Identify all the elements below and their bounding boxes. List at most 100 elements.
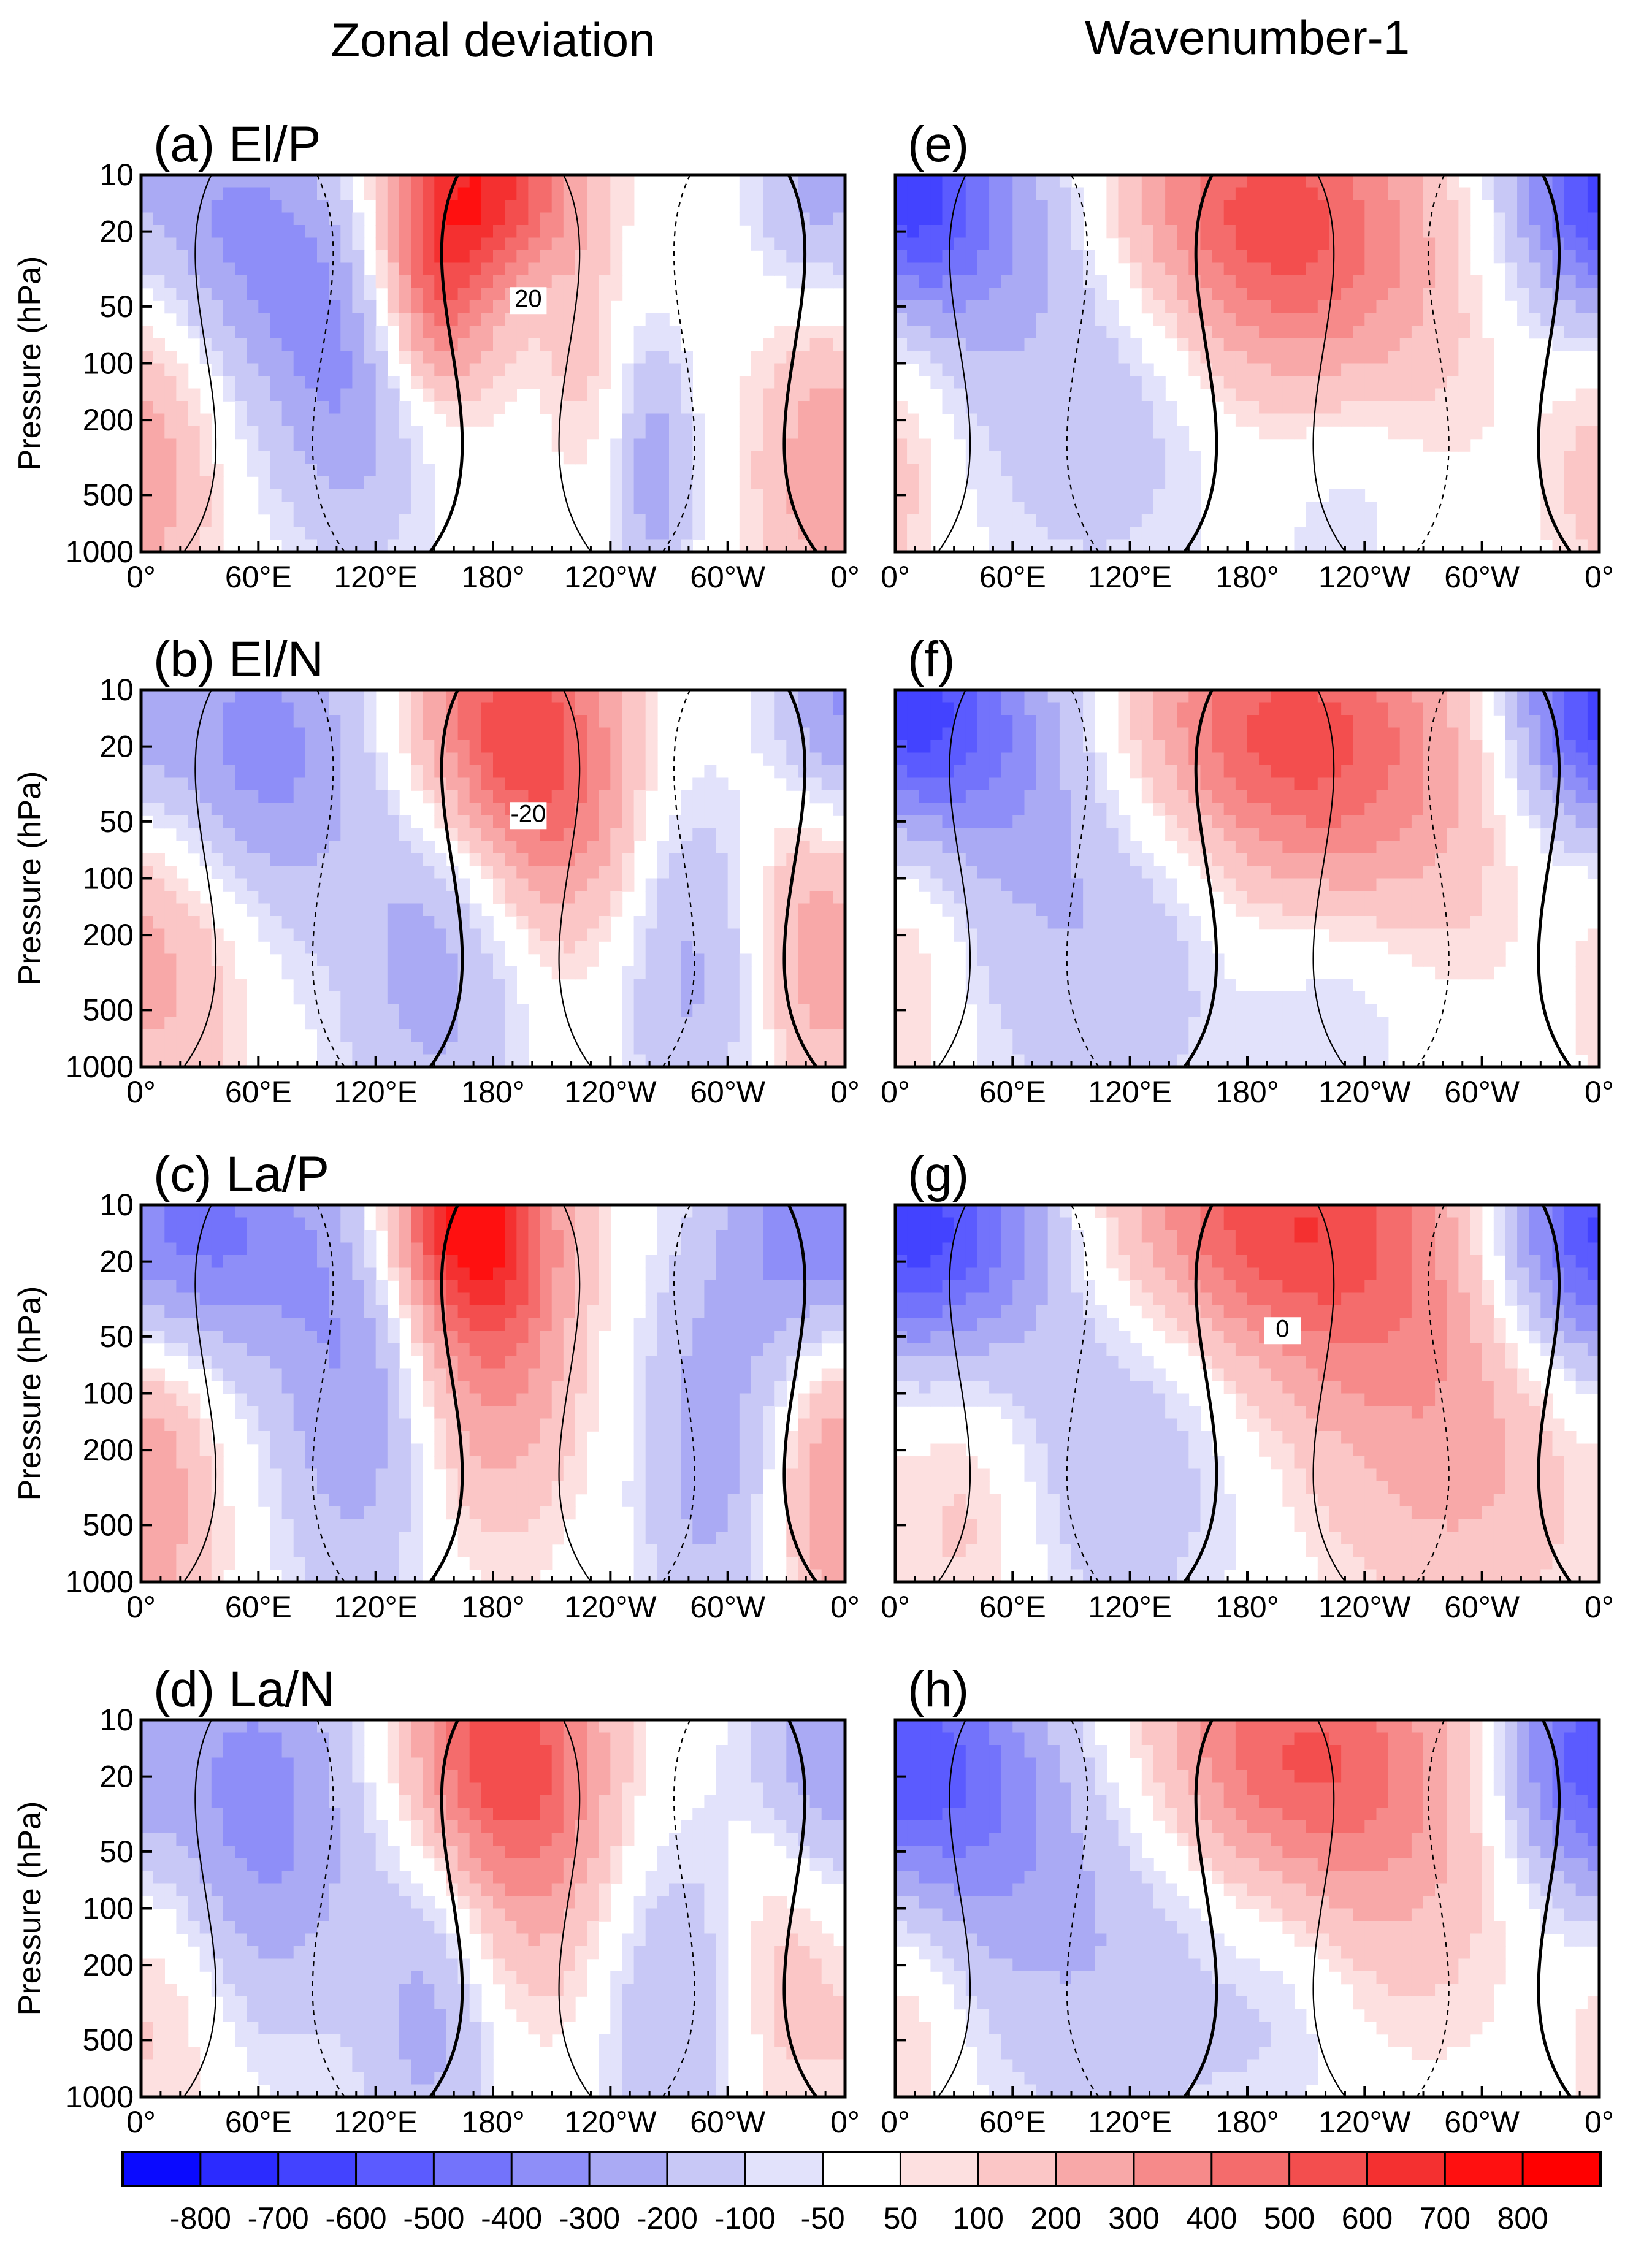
field-cell bbox=[1529, 175, 1542, 188]
field-cell bbox=[1341, 288, 1353, 301]
field-cell bbox=[375, 903, 388, 917]
field-cell bbox=[833, 237, 845, 251]
field-cell bbox=[1317, 275, 1330, 289]
field-cell bbox=[258, 250, 271, 264]
field-cell bbox=[1165, 300, 1177, 314]
field-cell bbox=[223, 313, 235, 326]
field-cell bbox=[575, 237, 587, 251]
field-cell bbox=[528, 727, 541, 741]
field-cell bbox=[270, 765, 283, 779]
field-cell bbox=[645, 765, 658, 779]
field-cell bbox=[305, 527, 318, 540]
field-cell bbox=[281, 363, 294, 376]
field-cell bbox=[305, 250, 318, 264]
field-cell bbox=[1458, 300, 1471, 314]
field-cell bbox=[895, 828, 908, 841]
field-cell bbox=[1341, 502, 1353, 515]
field-cell bbox=[1247, 326, 1260, 339]
field-cell bbox=[340, 727, 353, 741]
field-cell bbox=[1083, 777, 1095, 791]
field-cell bbox=[551, 966, 564, 980]
field-cell bbox=[657, 841, 670, 854]
field-cell bbox=[1353, 200, 1366, 213]
field-cell bbox=[692, 1004, 705, 1017]
field-cell bbox=[989, 715, 1001, 728]
field-cell bbox=[235, 326, 247, 339]
field-cell bbox=[493, 187, 505, 200]
field-cell bbox=[833, 539, 845, 552]
field-cell bbox=[907, 237, 919, 251]
field-cell bbox=[622, 966, 635, 980]
field-cell bbox=[1282, 187, 1295, 200]
field-cell bbox=[153, 777, 165, 791]
field-cell bbox=[1071, 702, 1084, 716]
field-cell bbox=[516, 237, 529, 251]
field-cell bbox=[1036, 300, 1049, 314]
field-cell bbox=[1012, 388, 1025, 402]
field-cell bbox=[1036, 225, 1049, 239]
field-cell bbox=[563, 841, 576, 854]
field-cell bbox=[434, 966, 447, 980]
field-cell bbox=[786, 200, 799, 213]
field-cell bbox=[1411, 690, 1424, 703]
field-cell bbox=[809, 175, 822, 188]
field-cell bbox=[798, 376, 811, 389]
field-cell bbox=[1470, 401, 1483, 414]
field-cell bbox=[1235, 388, 1248, 402]
field-cell bbox=[633, 765, 646, 779]
field-cell bbox=[176, 727, 189, 741]
field-cell bbox=[235, 300, 247, 314]
field-cell bbox=[563, 388, 576, 402]
field-cell bbox=[1435, 351, 1447, 364]
field-cell bbox=[599, 903, 611, 917]
field-cell bbox=[1083, 326, 1095, 339]
field-cell bbox=[599, 790, 611, 804]
field-cell bbox=[681, 388, 693, 402]
field-cell bbox=[364, 514, 377, 527]
field-cell bbox=[540, 841, 553, 854]
field-cell bbox=[1529, 715, 1542, 728]
field-cell bbox=[1388, 300, 1401, 314]
field-cell bbox=[1505, 237, 1518, 251]
field-cell bbox=[293, 401, 306, 414]
field-cell bbox=[1376, 363, 1389, 376]
field-cell bbox=[516, 853, 529, 866]
field-cell bbox=[352, 237, 365, 251]
field-cell bbox=[622, 438, 635, 452]
field-cell bbox=[727, 1017, 740, 1030]
field-cell bbox=[1118, 212, 1131, 226]
field-cell bbox=[505, 313, 517, 326]
field-cell bbox=[989, 752, 1001, 766]
field-cell bbox=[1364, 212, 1377, 226]
field-cell bbox=[1294, 740, 1307, 754]
field-cell bbox=[1177, 451, 1190, 465]
field-cell bbox=[704, 765, 717, 779]
field-cell bbox=[657, 489, 670, 502]
field-cell bbox=[329, 702, 341, 716]
field-cell bbox=[1024, 777, 1037, 791]
field-cell bbox=[681, 502, 693, 515]
field-cell bbox=[954, 828, 966, 841]
field-cell bbox=[1130, 187, 1142, 200]
field-cell bbox=[774, 464, 787, 477]
field-cell bbox=[587, 351, 599, 364]
field-cell bbox=[622, 200, 635, 213]
field-cell bbox=[141, 878, 153, 892]
field-cell bbox=[1306, 300, 1318, 314]
field-cell bbox=[1540, 727, 1553, 741]
field-cell bbox=[587, 815, 599, 829]
field-cell bbox=[692, 866, 705, 879]
field-cell bbox=[1458, 351, 1471, 364]
field-cell bbox=[1341, 300, 1353, 314]
field-cell bbox=[1329, 262, 1342, 276]
field-cell bbox=[199, 991, 212, 1005]
field-cell bbox=[575, 777, 587, 791]
field-cell bbox=[340, 953, 353, 967]
field-cell bbox=[809, 451, 822, 465]
field-cell bbox=[293, 979, 306, 992]
field-cell bbox=[930, 187, 943, 200]
field-cell bbox=[1001, 300, 1014, 314]
field-cell bbox=[587, 225, 599, 239]
field-cell bbox=[516, 262, 529, 276]
field-cell bbox=[1212, 740, 1225, 754]
